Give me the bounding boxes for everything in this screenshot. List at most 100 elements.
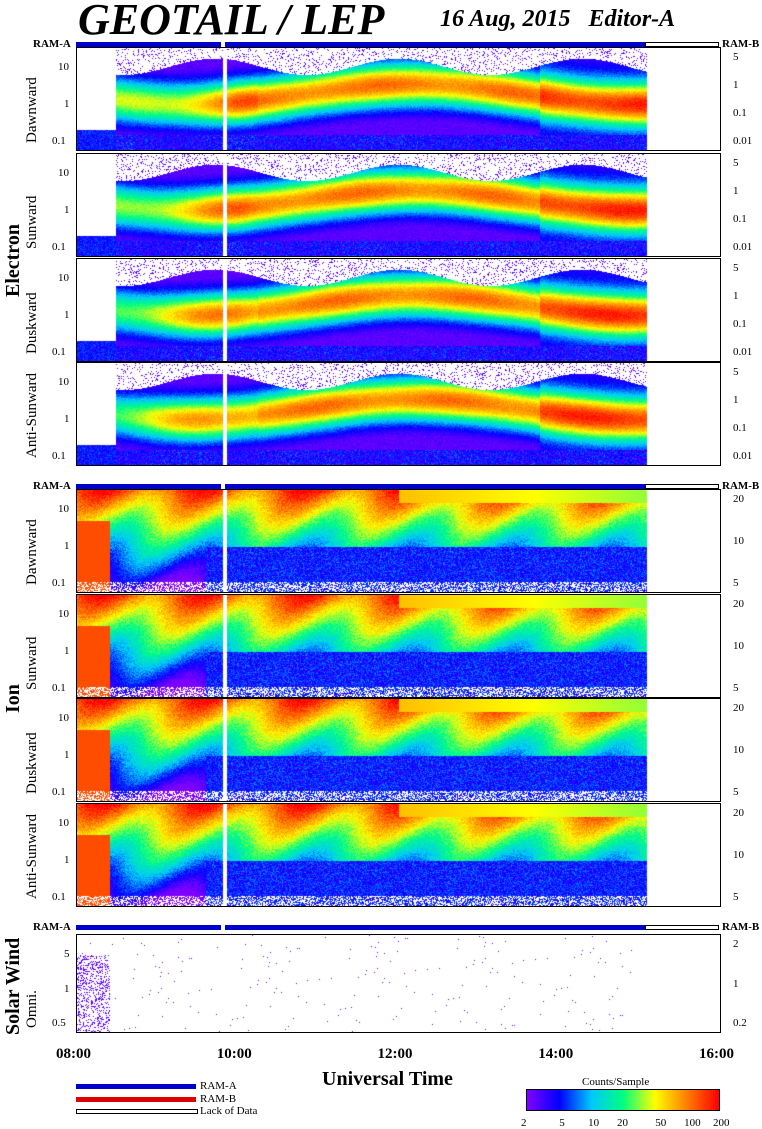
spectrogram-canvas [77,804,720,906]
x-tick-label: 08:00 [56,1046,91,1062]
right-tick-label: 10 [733,849,744,861]
legend-label-ram-b: RAM-B [200,1093,237,1105]
left-tick-label: 10 [58,376,69,388]
left-tick-label: 1 [64,98,70,110]
x-tick-label: 12:00 [377,1046,413,1062]
colorbar-tick-label: 50 [655,1117,667,1129]
ram-b-label: RAM-B [722,921,760,933]
left-tick-label: 10 [58,61,69,73]
x-tick-label: 10:00 [216,1046,252,1062]
left-tick-label: 1 [64,204,70,216]
left-tick-label: 1 [64,540,70,552]
colorbar-tick-label: 5 [559,1117,565,1129]
panel-label: Dawnward [24,77,40,143]
legend-swatch-ram-b [76,1097,196,1102]
left-tick-label: 10 [58,503,69,515]
left-tick-label: 5 [64,948,70,960]
lack-of-data-bar [645,925,719,930]
left-tick-label: 1 [64,309,70,321]
panel-label: Omni. [24,989,40,1028]
left-tick-label: 0.1 [52,786,66,798]
data-gap-marker [221,42,226,47]
lack-of-data-bar [645,484,719,489]
right-tick-label: 0.1 [733,107,747,119]
left-tick-label: 1 [64,982,70,995]
ram-a-bar [76,484,646,489]
left-tick-label: 0.1 [52,891,66,903]
right-tick-label: 20 [733,807,744,819]
colorbar-title: Counts/Sample [582,1076,650,1088]
right-tick-label: 1 [733,977,739,990]
plot-subtitle: 16 Aug, 2015 Editor-A [440,6,675,33]
right-tick-label: 5 [733,786,739,798]
spectrogram-canvas [77,490,720,592]
spectrogram-panel [76,47,721,151]
panel-label: Sunward [24,195,40,249]
ram-a-label: RAM-A [33,480,71,492]
right-tick-label: 2 [733,938,739,950]
ram-b-label: RAM-B [722,480,760,492]
right-tick-label: 0.2 [733,1017,747,1029]
left-tick-label: 0.1 [52,346,66,358]
spectrogram-panel [76,362,721,466]
date-text: 16 Aug, 2015 [440,6,571,32]
right-tick-label: 10 [733,535,744,547]
right-tick-label: 1 [733,394,739,406]
x-tick-label: 16:00 [699,1046,734,1062]
x-tick-label: 14:00 [538,1046,574,1062]
panel-label: Sunward [24,636,40,690]
spectrogram-canvas [77,699,720,801]
left-tick-label: 0.1 [52,135,66,147]
colorbar [526,1089,720,1111]
spectrogram-panel [76,153,721,257]
left-tick-label: 0.1 [52,682,66,694]
spectrogram-canvas [77,935,720,1032]
left-tick-label: 0.1 [52,241,66,253]
colorbar-tick-label: 2 [521,1117,527,1129]
panel-label: Anti-Sunward [24,373,40,458]
spectrogram-panel [76,258,721,362]
left-tick-label: 0.1 [52,577,66,589]
right-tick-label: 1 [733,185,739,197]
colorbar-tick-label: 100 [684,1117,701,1129]
spectrogram-canvas [77,48,720,150]
data-gap-marker [221,925,226,930]
right-tick-label: 0.01 [733,135,753,147]
right-tick-label: 0.01 [733,241,753,253]
spectrogram-canvas [77,154,720,256]
right-tick-label: 5 [733,366,739,378]
right-tick-label: 20 [733,598,744,610]
right-tick-label: 5 [733,682,739,694]
spectrogram-panel [76,489,721,593]
right-tick-label: 20 [733,702,744,714]
colorbar-tick-label: 20 [617,1117,628,1129]
ram-a-bar [76,925,646,930]
group-label: Ion [2,683,24,713]
panel-label: Duskward [24,292,40,354]
right-tick-label: 0.01 [733,346,753,358]
left-tick-label: 10 [58,608,69,620]
legend-swatch-ram-a [76,1084,196,1089]
spectrogram-panel [76,698,721,802]
left-tick-label: 0.5 [52,1017,66,1029]
left-tick-label: 1 [64,413,70,425]
ram-b-label: RAM-B [722,38,760,50]
right-tick-label: 0.1 [733,213,747,225]
colorbar-tick-label: 10 [588,1117,600,1129]
right-tick-label: 20 [733,493,744,505]
plot-title: GEOTAIL / LEP [78,0,385,44]
right-tick-label: 5 [733,51,739,63]
ram-a-label: RAM-A [33,921,71,933]
right-tick-label: 1 [733,290,739,302]
spectrogram-panel [76,803,721,907]
left-tick-label: 10 [58,167,69,179]
right-tick-label: 0.01 [733,450,753,462]
legend-swatch-lack-of-data [76,1109,198,1114]
right-tick-label: 5 [733,262,739,274]
legend-label-lack-of-data: Lack of Data [200,1105,258,1117]
right-tick-label: 5 [733,891,739,903]
left-tick-label: 1 [64,749,70,761]
right-tick-label: 10 [733,640,744,652]
ram-a-bar [76,42,646,47]
colorbar-tick-label: 200 [713,1117,730,1129]
